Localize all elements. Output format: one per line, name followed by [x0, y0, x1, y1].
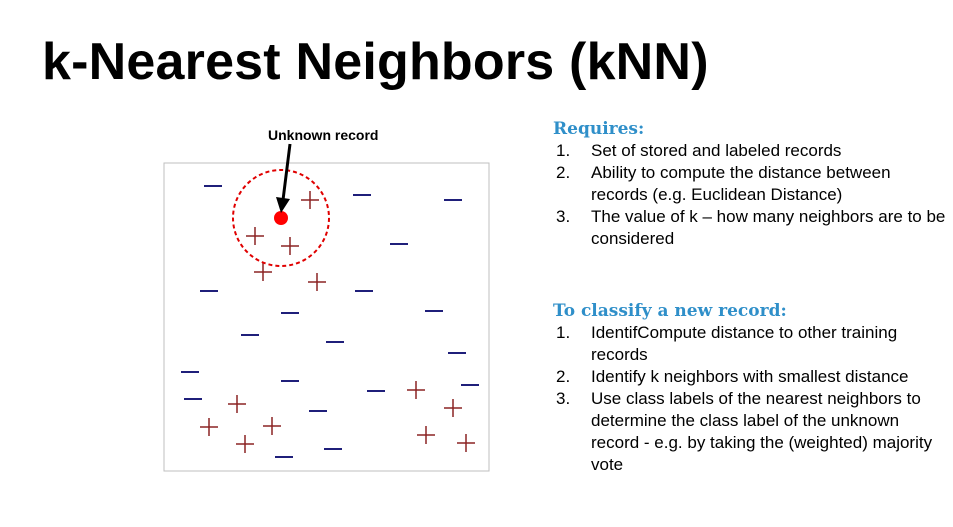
- plus-mark: [246, 227, 264, 245]
- classify-heading: To classify a new record:: [553, 301, 787, 321]
- plus-mark: [281, 237, 299, 255]
- plus-mark: [228, 395, 246, 413]
- requires-list: 1. Set of stored and labeled records 2. Ab…: [553, 140, 953, 250]
- plus-mark: [444, 399, 462, 417]
- list-item: 1. IdentifCompute distance to other train…: [556, 323, 898, 364]
- plus-mark: [308, 273, 326, 291]
- plus-mark: [407, 381, 425, 399]
- slide-title: k-Nearest Neighbors (kNN): [42, 33, 709, 91]
- plus-mark: [457, 434, 475, 452]
- list-item: 2. Identify k neighbors with smallest dis…: [556, 367, 909, 386]
- plus-mark: [200, 418, 218, 436]
- list-item: 2. Ability to compute the distance betwee…: [556, 163, 891, 204]
- classify-list: 1. IdentifCompute distance to other train…: [553, 322, 953, 476]
- list-item: 1. Set of stored and labeled records: [556, 141, 842, 160]
- requires-heading: Requires:: [553, 119, 645, 139]
- pointer-arrow-head: [276, 197, 290, 213]
- plus-mark: [263, 417, 281, 435]
- plus-mark: [236, 435, 254, 453]
- neighborhood-circle: [232, 169, 330, 267]
- negative-class-points: [181, 185, 479, 458]
- unknown-record-label: Unknown record: [268, 127, 379, 143]
- requires-section: Requires: 1. Set of stored and labeled re…: [553, 118, 953, 250]
- diagram-frame: [163, 162, 490, 472]
- unknown-record-point: [274, 211, 288, 225]
- positive-class-points: [200, 191, 475, 453]
- list-item: 3. Use class labels of the nearest neighb…: [556, 389, 933, 474]
- pointer-arrow-line: [281, 143, 292, 201]
- plus-mark: [301, 191, 319, 209]
- plus-mark: [254, 263, 272, 281]
- list-item: 3. The value of k – how many neighbors ar…: [556, 207, 946, 248]
- classify-section: To classify a new record: 1. IdentifCompu…: [553, 300, 953, 476]
- plus-mark: [417, 426, 435, 444]
